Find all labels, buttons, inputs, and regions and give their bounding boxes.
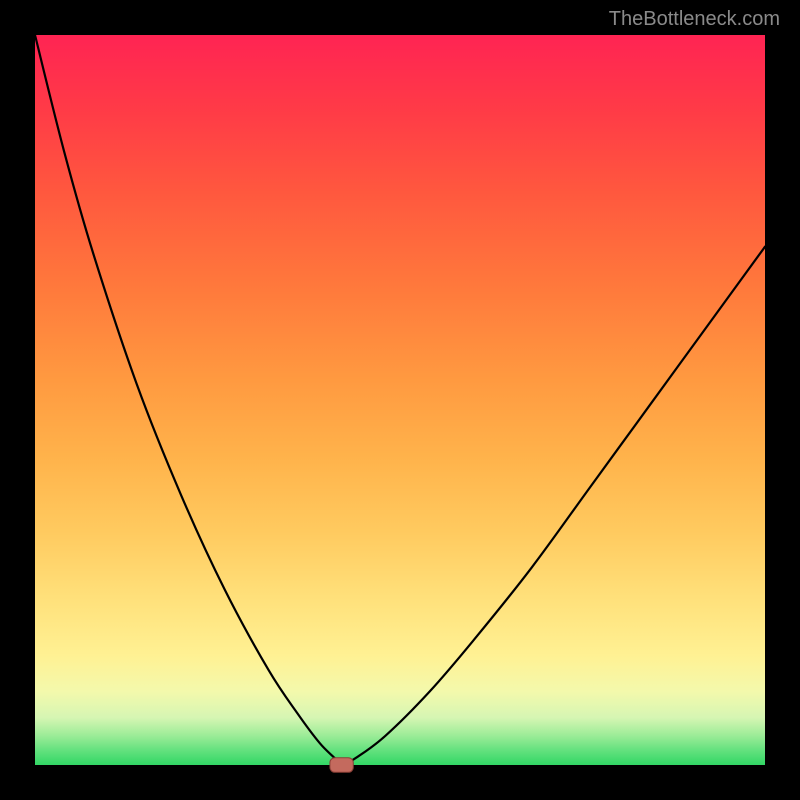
bottleneck-chart <box>0 0 800 800</box>
plot-background-gradient <box>35 35 765 765</box>
watermark-text: TheBottleneck.com <box>609 8 780 31</box>
minimum-marker <box>330 758 353 773</box>
